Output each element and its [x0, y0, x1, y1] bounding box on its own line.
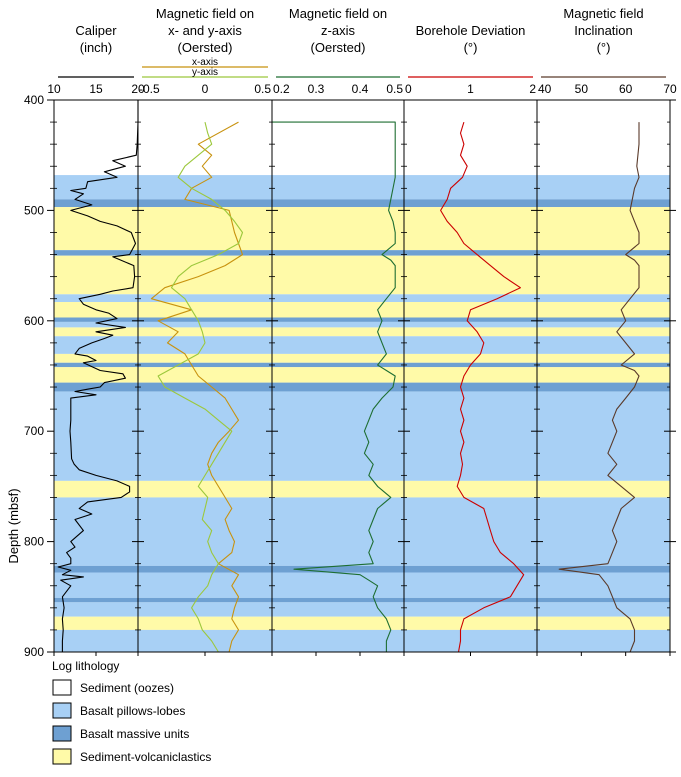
legend-swatch-2 — [52, 725, 72, 742]
panel-title-inclination-1: Inclination — [574, 23, 633, 38]
lithology-band-5 — [54, 255, 670, 295]
panel-deviation: Borehole Deviation (°) 0 1 2 — [403, 23, 538, 656]
x-tick-label-deviation-2: 2 — [529, 82, 536, 96]
panel-title-caliper-1: (inch) — [80, 40, 113, 55]
series-line-xy_magnetic-0 — [150, 121, 244, 653]
x-tick-label-xy_magnetic-2: 0.5 — [254, 82, 271, 96]
panel-title-caliper-0: Caliper — [75, 23, 117, 38]
depth-tick-group: 400 500 600 700 800 900 — [24, 93, 54, 659]
x-tick-label-deviation-0: 0 — [405, 82, 412, 96]
legend-item-label-0: Sediment (oozes) — [80, 681, 174, 695]
lithology-band-10 — [54, 327, 670, 337]
panel-inclination: Magnetic field Inclination (°) 40 50 60 70 — [536, 6, 677, 656]
lithology-band-17 — [54, 480, 670, 498]
x-tick-label-inclination-2: 60 — [619, 82, 633, 96]
lithology-band-20 — [54, 572, 670, 598]
lithology-band-19 — [54, 565, 670, 573]
x-tick-label-xy_magnetic-1: 0 — [202, 82, 209, 96]
panel-title-z_magnetic-1: z-axis — [321, 23, 355, 38]
panel-title-deviation-0: Borehole Deviation — [416, 23, 526, 38]
series-line-xy_magnetic-1 — [157, 121, 244, 653]
depth-tick-label-700: 700 — [24, 424, 44, 438]
panel-title-inclination-0: Magnetic field — [563, 6, 643, 21]
series-line-z_magnetic-0 — [272, 121, 396, 652]
x-tick-label-z_magnetic-0: 0.2 — [273, 82, 290, 96]
lithology-legend: Log lithology Sediment (oozes) Basalt pil… — [52, 659, 211, 765]
legend-item-label-3: Sediment-volcaniclastics — [80, 750, 211, 764]
x-tick-label-caliper-0: 10 — [47, 82, 61, 96]
depth-axis: Depth (mbsf) 400 500 600 700 800 900 — [6, 93, 54, 659]
x-tick-label-inclination-1: 50 — [575, 82, 589, 96]
depth-tick-label-500: 500 — [24, 203, 44, 217]
x-tick-label-xy_magnetic-0: -0.5 — [139, 82, 160, 96]
lithology-band-15 — [54, 382, 670, 392]
lithology-band-4 — [54, 250, 670, 256]
legend-label-xy_magnetic-1: y-axis — [192, 67, 218, 78]
x-tick-label-inclination-0: 40 — [538, 82, 552, 96]
x-tick-label-inclination-3: 70 — [663, 82, 677, 96]
legend-items: Sediment (oozes) Basalt pillows-lobes Basa… — [52, 679, 211, 765]
x-tick-label-z_magnetic-3: 0.5 — [386, 82, 403, 96]
depth-tick-label-900: 900 — [24, 645, 44, 659]
x-tick-label-caliper-2: 20 — [131, 82, 145, 96]
lithology-band-24 — [54, 629, 670, 652]
x-tick-label-z_magnetic-1: 0.3 — [308, 82, 325, 96]
x-tick-label-z_magnetic-2: 0.4 — [352, 82, 369, 96]
depth-tick-label-600: 600 — [24, 314, 44, 328]
x-tick-label-deviation-1: 1 — [467, 82, 474, 96]
lithology-band-22 — [54, 602, 670, 617]
panel-title-xy_magnetic-2: (Oersted) — [178, 40, 233, 55]
lithology-band-12 — [54, 353, 670, 363]
panel-title-xy_magnetic-1: x- and y-axis — [168, 23, 242, 38]
lithology-band-1 — [54, 175, 670, 200]
panel-title-z_magnetic-2: (Oersted) — [311, 40, 366, 55]
legend-title: Log lithology — [52, 659, 119, 673]
lithology-band-16 — [54, 391, 670, 481]
panel-title-inclination-2: (°) — [597, 40, 611, 55]
depth-tick-label-800: 800 — [24, 535, 44, 549]
legend-swatch-3 — [52, 748, 72, 765]
panel-z_magnetic: Magnetic field on z-axis (Oersted) 0.2 0.3 0.… — [271, 6, 405, 656]
lithology-band-11 — [54, 336, 670, 354]
panel-title-z_magnetic-0: Magnetic field on — [289, 6, 387, 21]
legend-item-label-1: Basalt pillows-lobes — [80, 704, 185, 718]
legend-swatch-0 — [52, 679, 72, 696]
lithology-band-7 — [54, 302, 670, 318]
legend-label-xy_magnetic-0: x-axis — [192, 57, 218, 68]
lithology-band-13 — [54, 362, 670, 368]
series-line-inclination-0 — [558, 122, 640, 653]
lithology-band-23 — [54, 616, 670, 630]
lithology-band-18 — [54, 497, 670, 566]
panel-title-xy_magnetic-0: Magnetic field on — [156, 6, 254, 21]
y-axis-label: Depth (mbsf) — [6, 488, 21, 563]
lithology-band-9 — [54, 321, 670, 328]
lithology-bands — [54, 175, 670, 652]
lithology-band-8 — [54, 317, 670, 322]
lithology-band-3 — [54, 207, 670, 251]
lithology-band-21 — [54, 597, 670, 603]
x-tick-label-caliper-1: 15 — [89, 82, 103, 96]
lithology-band-6 — [54, 294, 670, 303]
panel-title-deviation-1: (°) — [464, 40, 478, 55]
series-line-caliper-0 — [57, 100, 139, 652]
outer-frame — [53, 99, 671, 653]
legend-swatch-1 — [52, 702, 72, 719]
lithology-band-14 — [54, 367, 670, 383]
panel-caliper: Caliper (inch) 10 15 20 — [47, 23, 145, 656]
panel-frames — [53, 99, 671, 653]
depth-tick-label-400: 400 — [24, 93, 44, 107]
series-line-deviation-0 — [440, 121, 525, 653]
lithology-band-2 — [54, 199, 670, 208]
panel-xy_magnetic: Magnetic field on x- and y-axis (Oersted) x… — [137, 6, 273, 656]
legend-item-label-2: Basalt massive units — [80, 727, 189, 741]
